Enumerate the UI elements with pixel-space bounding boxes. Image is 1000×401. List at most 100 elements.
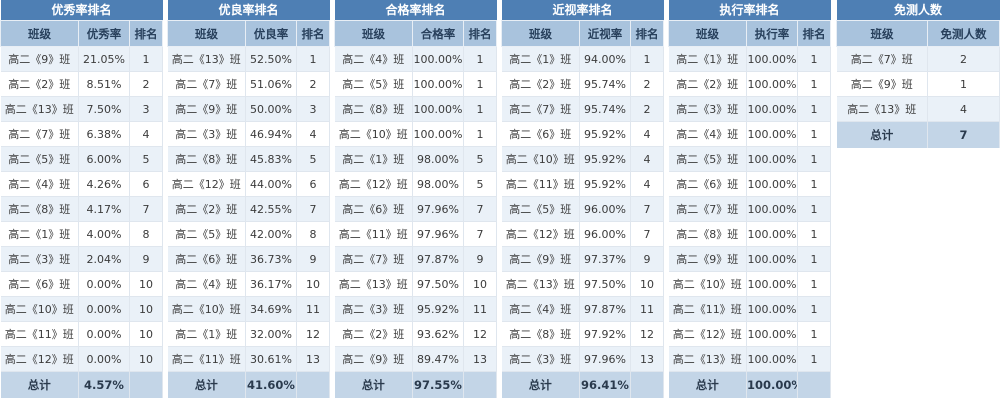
value-cell: 100.00% bbox=[746, 71, 798, 97]
class-name-cell: 高二《5》班 bbox=[501, 196, 580, 222]
execution-rate-table: 执行率排名 班级 执行率 排名 高二《1》班 100.00% 1 高二《2》班 100.… bbox=[668, 0, 832, 398]
rank-cell: 11 bbox=[463, 296, 498, 322]
total-rank bbox=[129, 371, 164, 398]
class-name-cell: 高二《11》班 bbox=[167, 346, 246, 372]
table-row: 高二《1》班 98.00% 5 bbox=[334, 146, 498, 172]
class-name-cell: 高二《2》班 bbox=[0, 71, 79, 97]
value-cell: 97.87% bbox=[579, 296, 631, 322]
table-row: 高二《3》班 46.94% 4 bbox=[167, 121, 331, 147]
class-name-cell: 高二《13》班 bbox=[668, 346, 747, 372]
value-cell: 97.96% bbox=[579, 346, 631, 372]
column-header: 排名 bbox=[796, 20, 832, 47]
rank-cell: 1 bbox=[797, 146, 832, 172]
value-cell: 8.51% bbox=[78, 71, 130, 97]
class-name-cell: 高二《2》班 bbox=[334, 321, 413, 347]
table-row: 高二《13》班 100.00% 1 bbox=[668, 346, 832, 372]
value-cell: 44.00% bbox=[245, 171, 297, 197]
rank-cell: 9 bbox=[129, 246, 164, 272]
class-name-cell: 高二《7》班 bbox=[501, 96, 580, 122]
table-row: 高二《8》班 100.00% 1 bbox=[334, 96, 498, 122]
class-name-cell: 高二《2》班 bbox=[167, 196, 246, 222]
rank-cell: 8 bbox=[296, 221, 331, 247]
table-row: 高二《3》班 95.92% 11 bbox=[334, 296, 498, 322]
table-row: 高二《6》班 36.73% 9 bbox=[167, 246, 331, 272]
value-cell: 52.50% bbox=[245, 46, 297, 72]
rank-cell: 13 bbox=[630, 346, 665, 372]
class-name-cell: 高二《6》班 bbox=[668, 171, 747, 197]
class-name-cell: 高二《1》班 bbox=[0, 221, 79, 247]
value-cell: 50.00% bbox=[245, 96, 297, 122]
table-row: 高二《9》班 50.00% 3 bbox=[167, 96, 331, 122]
rank-cell: 10 bbox=[296, 271, 331, 297]
rank-cell: 1 bbox=[129, 46, 164, 72]
class-name-cell: 高二《12》班 bbox=[0, 346, 79, 372]
value-cell: 4.26% bbox=[78, 171, 130, 197]
rank-cell: 1 bbox=[797, 246, 832, 272]
table-row: 高二《12》班 44.00% 6 bbox=[167, 171, 331, 197]
rank-cell: 5 bbox=[129, 146, 164, 172]
total-row: 总计 7 bbox=[836, 121, 1000, 148]
total-label: 总计 bbox=[501, 371, 580, 398]
value-cell: 100.00% bbox=[746, 346, 798, 372]
table-row: 高二《10》班 34.69% 11 bbox=[167, 296, 331, 322]
value-cell: 98.00% bbox=[412, 146, 464, 172]
rank-cell: 3 bbox=[129, 96, 164, 122]
table-row: 高二《5》班 6.00% 5 bbox=[0, 146, 164, 172]
class-name-cell: 高二《3》班 bbox=[334, 296, 413, 322]
table-row: 高二《13》班 97.50% 10 bbox=[334, 271, 498, 297]
class-name-cell: 高二《7》班 bbox=[167, 71, 246, 97]
class-name-cell: 高二《12》班 bbox=[334, 171, 413, 197]
value-cell: 100.00% bbox=[746, 296, 798, 322]
class-name-cell: 高二《4》班 bbox=[0, 171, 79, 197]
table-row: 高二《5》班 100.00% 1 bbox=[334, 71, 498, 97]
rank-cell: 2 bbox=[630, 96, 665, 122]
class-name-cell: 高二《2》班 bbox=[501, 71, 580, 97]
table-row: 高二《10》班 95.92% 4 bbox=[501, 146, 665, 172]
table-row: 高二《10》班 100.00% 1 bbox=[334, 121, 498, 147]
value-cell: 30.61% bbox=[245, 346, 297, 372]
total-row: 总计 4.57% bbox=[0, 371, 164, 398]
rank-cell: 1 bbox=[630, 46, 665, 72]
class-name-cell: 高二《13》班 bbox=[334, 271, 413, 297]
rank-cell: 1 bbox=[797, 171, 832, 197]
class-name-cell: 高二《7》班 bbox=[668, 196, 747, 222]
rank-cell: 9 bbox=[630, 246, 665, 272]
total-label: 总计 bbox=[836, 121, 928, 148]
column-header: 班级 bbox=[668, 20, 747, 47]
column-header: 班级 bbox=[836, 20, 928, 47]
table-row: 高二《6》班 95.92% 4 bbox=[501, 121, 665, 147]
value-cell: 4.00% bbox=[78, 221, 130, 247]
value-cell: 94.00% bbox=[579, 46, 631, 72]
table-row: 高二《9》班 21.05% 1 bbox=[0, 46, 164, 72]
class-name-cell: 高二《12》班 bbox=[668, 321, 747, 347]
rank-cell: 10 bbox=[129, 296, 164, 322]
column-header: 免测人数 bbox=[926, 20, 1000, 47]
class-name-cell: 高二《5》班 bbox=[668, 146, 747, 172]
rank-cell: 4 bbox=[630, 171, 665, 197]
table-row: 高二《11》班 97.96% 7 bbox=[334, 221, 498, 247]
rank-cell: 1 bbox=[296, 46, 331, 72]
value-cell: 95.92% bbox=[579, 171, 631, 197]
table-row: 高二《5》班 96.00% 7 bbox=[501, 196, 665, 222]
panel-pass-rate: 合格率排名 班级 合格率 排名 高二《4》班 100.00% 1 高二《5》班 100.… bbox=[334, 0, 498, 398]
panel-title: 优良率排名 bbox=[167, 0, 330, 21]
value-cell: 100.00% bbox=[746, 221, 798, 247]
table-row: 高二《5》班 100.00% 1 bbox=[668, 146, 832, 172]
panel-title: 执行率排名 bbox=[668, 0, 831, 21]
table-row: 高二《7》班 2 bbox=[836, 46, 1000, 72]
rank-cell: 4 bbox=[630, 121, 665, 147]
class-name-cell: 高二《9》班 bbox=[501, 246, 580, 272]
column-header: 排名 bbox=[629, 20, 665, 47]
class-name-cell: 高二《10》班 bbox=[501, 146, 580, 172]
table-row: 高二《9》班 1 bbox=[836, 71, 1000, 97]
value-cell: 100.00% bbox=[746, 321, 798, 347]
class-name-cell: 高二《8》班 bbox=[501, 321, 580, 347]
class-name-cell: 高二《9》班 bbox=[167, 96, 246, 122]
table-row: 高二《1》班 100.00% 1 bbox=[668, 46, 832, 72]
class-name-cell: 高二《4》班 bbox=[167, 271, 246, 297]
rank-cell: 4 bbox=[296, 121, 331, 147]
value-cell: 6.38% bbox=[78, 121, 130, 147]
value-cell: 0.00% bbox=[78, 296, 130, 322]
value-cell: 100.00% bbox=[412, 46, 464, 72]
table-row: 高二《2》班 100.00% 1 bbox=[668, 71, 832, 97]
